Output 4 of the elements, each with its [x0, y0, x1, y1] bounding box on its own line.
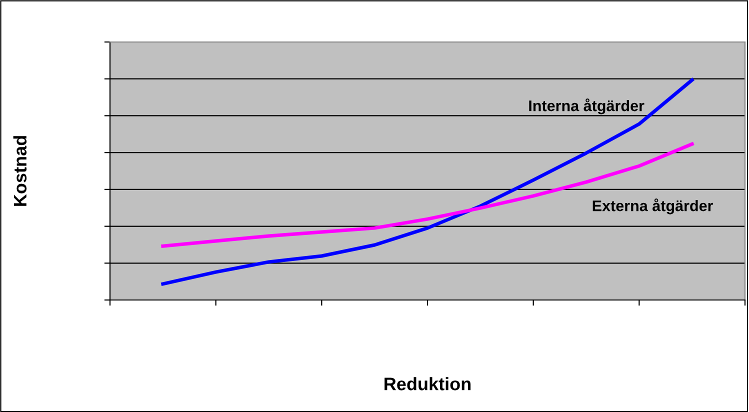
- y-axis-title: Kostnad: [13, 136, 27, 206]
- x-axis-title: Reduktion: [384, 377, 471, 390]
- series-label: Interna åtgärder: [529, 98, 644, 114]
- series-label: Externa åtgärder: [592, 198, 714, 214]
